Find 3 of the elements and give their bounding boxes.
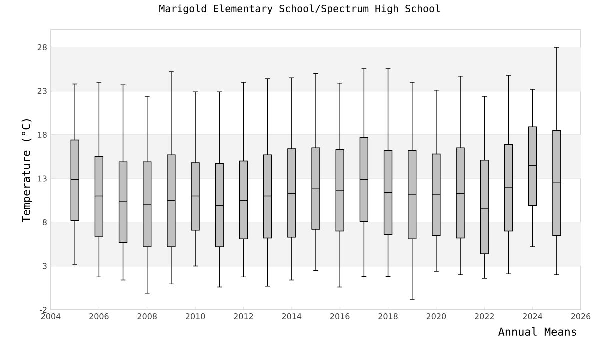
y-axis-title: Temperature (°C) <box>22 120 32 223</box>
chart-title: Marigold Elementary School/Spectrum High School <box>160 4 440 14</box>
x-axis-title: Annual Means <box>498 328 576 336</box>
